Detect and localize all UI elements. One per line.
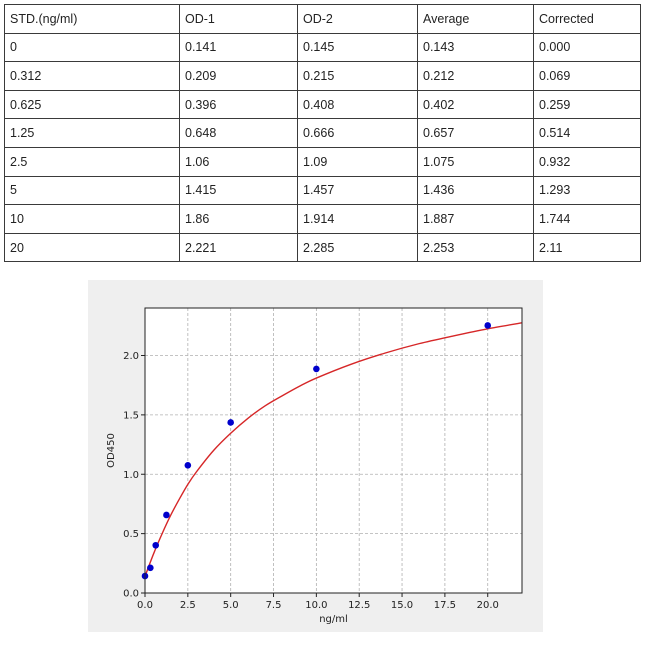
table-row: 0 0.141 0.145 0.143 0.000 [4, 32, 641, 63]
x-tick-label: 0.0 [137, 600, 153, 611]
table-row: 10 1.86 1.914 1.887 1.744 [4, 204, 641, 234]
x-tick-label: 17.5 [434, 600, 456, 611]
cell-average: 1.887 [417, 204, 534, 234]
plot-frame [144, 307, 523, 594]
y-axis-label: OD450 [106, 433, 117, 468]
header-corrected: Corrected [533, 4, 641, 34]
cell-std: 0.625 [4, 89, 180, 120]
cell-average: 1.436 [417, 175, 534, 206]
cell-corrected: 1.293 [533, 175, 641, 206]
cell-od1: 1.86 [179, 204, 298, 234]
table-row: 5 1.415 1.457 1.436 1.293 [4, 175, 641, 206]
table-header-row: STD.(ng/ml) OD-1 OD-2 Average Corrected [4, 4, 641, 34]
cell-od1: 2.221 [179, 232, 298, 263]
table-row: 0.312 0.209 0.215 0.212 0.069 [4, 61, 641, 91]
cell-od1: 0.209 [179, 61, 298, 91]
y-tick-label: 0.5 [123, 529, 139, 540]
header-od1: OD-1 [179, 4, 298, 34]
cell-corrected: 0.000 [533, 32, 641, 63]
y-tick-label: 0.0 [123, 589, 139, 600]
cell-std: 0.312 [4, 61, 180, 91]
cell-corrected: 1.744 [533, 204, 641, 234]
cell-od1: 0.141 [179, 32, 298, 63]
cell-od2: 0.666 [297, 118, 418, 148]
header-std: STD.(ng/ml) [4, 4, 180, 34]
cell-od2: 0.145 [297, 32, 418, 63]
chart-panel: 0.0 2.5 5.0 7.5 10.0 12.5 15.0 17.5 20.0 0.0 0.5 1… [88, 280, 543, 632]
cell-od1: 1.06 [179, 146, 298, 177]
x-tick-label: 7.5 [266, 600, 282, 611]
cell-average: 1.075 [417, 146, 534, 177]
cell-average: 0.212 [417, 61, 534, 91]
fit-curve-line [144, 322, 523, 577]
cell-od2: 1.914 [297, 204, 418, 234]
standard-curve-chart: 0.0 2.5 5.0 7.5 10.0 12.5 15.0 17.5 20.0 0.0 0.5 1… [106, 307, 523, 625]
data-point [152, 541, 160, 549]
y-axis-ticks: 0.0 0.5 1.0 1.5 2.0 [123, 351, 145, 600]
fit-curve-group [144, 322, 523, 577]
data-point [147, 564, 154, 572]
data-point [313, 365, 320, 373]
x-axis-label: ng/ml [319, 614, 348, 625]
data-point [227, 419, 234, 426]
cell-corrected: 0.069 [533, 61, 641, 91]
y-tick-label: 2.0 [123, 351, 139, 362]
x-axis-ticks: 0.0 2.5 5.0 7.5 10.0 12.5 15.0 17.5 20.0 [137, 593, 499, 611]
table-row: 1.25 0.648 0.666 0.657 0.514 [4, 118, 641, 148]
cell-corrected: 0.514 [533, 118, 641, 148]
data-points-group [141, 322, 492, 580]
cell-std: 20 [4, 232, 180, 263]
cell-od2: 2.285 [297, 232, 418, 263]
x-tick-label: 10.0 [305, 600, 327, 611]
cell-corrected: 0.932 [533, 146, 641, 177]
x-tick-label: 20.0 [477, 600, 499, 611]
cell-od2: 0.408 [297, 89, 418, 120]
table-row: 20 2.221 2.285 2.253 2.11 [4, 232, 641, 263]
y-tick-label: 1.0 [123, 470, 139, 481]
cell-corrected: 2.11 [533, 232, 641, 263]
table-row: 2.5 1.06 1.09 1.075 0.932 [4, 146, 641, 177]
x-tick-label: 2.5 [180, 600, 196, 611]
cell-std: 1.25 [4, 118, 180, 148]
data-point [184, 462, 192, 469]
plot-area [145, 308, 522, 593]
y-tick-label: 1.5 [123, 410, 139, 421]
cell-od1: 0.648 [179, 118, 298, 148]
table-row: 0.625 0.396 0.408 0.402 0.259 [4, 89, 641, 120]
cell-od1: 1.415 [179, 175, 298, 206]
cell-std: 2.5 [4, 146, 180, 177]
cell-std: 0 [4, 32, 180, 63]
cell-od2: 1.09 [297, 146, 418, 177]
data-point [163, 511, 170, 519]
cell-average: 0.657 [417, 118, 534, 148]
cell-average: 0.402 [417, 89, 534, 120]
x-tick-label: 15.0 [391, 600, 413, 611]
cell-od2: 1.457 [297, 175, 418, 206]
x-tick-label: 12.5 [348, 600, 370, 611]
cell-std: 10 [4, 204, 180, 234]
x-tick-label: 5.0 [223, 600, 239, 611]
data-point [484, 322, 492, 329]
header-od2: OD-2 [297, 4, 418, 34]
cell-average: 0.143 [417, 32, 534, 63]
cell-od1: 0.396 [179, 89, 298, 120]
cell-corrected: 0.259 [533, 89, 641, 120]
cell-od2: 0.215 [297, 61, 418, 91]
cell-average: 2.253 [417, 232, 534, 263]
standard-curve-table: STD.(ng/ml) OD-1 OD-2 Average Corrected … [4, 4, 641, 263]
cell-std: 5 [4, 175, 180, 206]
header-average: Average [417, 4, 534, 34]
